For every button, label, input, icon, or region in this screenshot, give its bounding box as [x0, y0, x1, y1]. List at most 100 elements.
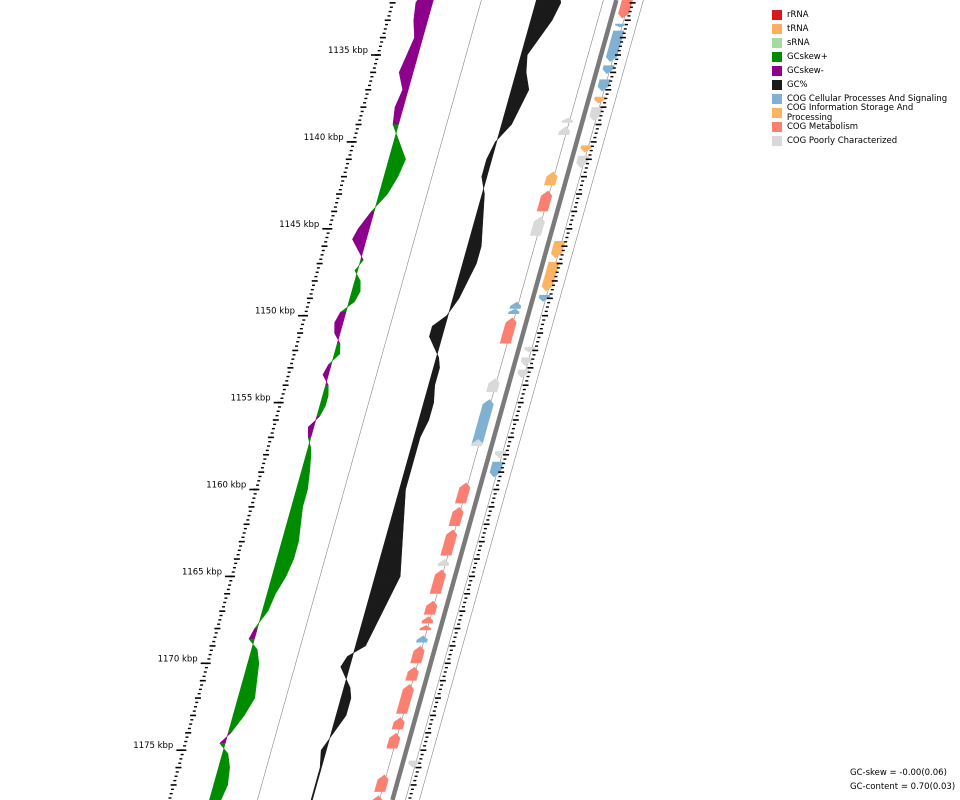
legend-item: sRNA [772, 36, 960, 50]
gc-skew-segment [291, 489, 308, 508]
gene-arrow [499, 317, 517, 344]
gc-skew-segment [304, 447, 312, 459]
legend-item: COG Metabolism [772, 120, 960, 134]
gene-arrow [605, 30, 625, 62]
gc-content-segment [486, 141, 497, 160]
gc-content-segment [379, 541, 403, 560]
legend-swatch [772, 66, 782, 76]
gc-skew-segment [213, 767, 230, 786]
legend-item: GC% [772, 78, 960, 92]
gene-arrow [594, 96, 606, 104]
gene-arrow [509, 301, 522, 309]
gene-arrow [614, 23, 627, 28]
legend-item: GCskew- [772, 64, 960, 78]
gc-skew-segment [392, 106, 404, 125]
gc-skew-segment [354, 259, 364, 271]
gc-content-segment [343, 676, 351, 688]
gene-arrow [396, 684, 414, 714]
gc-skew-segment [415, 0, 434, 4]
gc-skew-segment [398, 72, 414, 91]
legend-label: COG Metabolism [787, 122, 859, 132]
gene-arrow [536, 190, 553, 212]
gc-skew-segment [370, 193, 389, 212]
tick-label: 1155 kbp [231, 394, 271, 404]
gc-content-segment [340, 656, 353, 668]
gene-arrow [405, 666, 419, 681]
gc-skew-segment [316, 405, 326, 417]
gene-arrow [372, 795, 383, 800]
guide-line-2 [405, 0, 630, 800]
legend-label: tRNA [787, 24, 809, 34]
gc-skew-segment [406, 37, 424, 56]
gc-skew-segment [357, 211, 375, 230]
legend-label: GC% [787, 80, 808, 90]
gene-arrow [618, 0, 633, 19]
legend-item: COG Poorly Characterized [772, 134, 960, 148]
inner-ruler [408, 2, 636, 799]
gc-content-segment [364, 593, 392, 612]
gc-skew-segment [219, 742, 229, 754]
gc-content-segment [320, 732, 335, 751]
gc-content-segment [428, 336, 443, 348]
gene-arrow [454, 482, 471, 504]
gene-arrow [374, 774, 389, 792]
gc-skew-segment [388, 141, 406, 160]
gc-skew-segment [307, 416, 321, 428]
gc-content-segment [433, 357, 440, 369]
tick-label: 1145 kbp [279, 220, 319, 230]
gc-skew-segment [398, 54, 419, 73]
gc-skew-segment [218, 753, 230, 768]
gc-content-segment [340, 687, 352, 699]
gene-arrow [410, 645, 425, 664]
gc-skew-stat: GC-skew = -0.00(0.06) [850, 768, 947, 778]
gene-arrow [471, 399, 494, 445]
gc-skew-segment [334, 311, 347, 323]
legend-label: rRNA [787, 10, 809, 20]
gene-arrow [538, 294, 551, 302]
gc-content-track [310, 0, 562, 800]
legend-label: sRNA [787, 38, 810, 48]
gc-skew-segment [271, 558, 295, 577]
gc-skew-segment [354, 270, 361, 282]
tick-label: 1175 kbp [133, 741, 173, 751]
gc-skew-segment [378, 176, 399, 195]
gc-content-segment [429, 325, 446, 337]
gene-arrow [386, 732, 401, 749]
gc-content-segment [408, 437, 421, 455]
gc-skew-segment [232, 697, 256, 716]
legend-swatch [772, 24, 782, 34]
gene-arrow [486, 378, 500, 393]
gc-skew-segment [307, 426, 315, 438]
gene-arrow [408, 760, 420, 768]
backbone-line [390, 0, 619, 800]
legend-swatch [772, 122, 782, 132]
genome-backbone [390, 0, 619, 800]
gc-content-segment [355, 628, 375, 647]
gc-content-segment [374, 558, 402, 577]
gene-arrow [448, 506, 464, 526]
gene-arrow [544, 171, 558, 186]
legend-swatch [772, 94, 782, 104]
tick-label: 1170 kbp [158, 654, 198, 664]
gc-content-segment [389, 506, 405, 525]
gc-skew-segment [351, 280, 361, 292]
gene-arrow [440, 529, 458, 556]
outer-ruler [168, 2, 396, 799]
gc-skew-segment [242, 663, 260, 681]
gene-arrow [471, 439, 483, 447]
legend-swatch [772, 136, 782, 146]
gc-skew-segment [333, 343, 341, 355]
gc-skew-segment [266, 576, 287, 595]
legend-swatch [772, 52, 782, 62]
gc-content-segment [457, 263, 477, 282]
gc-content-segment [346, 645, 367, 657]
gc-content-segment [525, 19, 553, 38]
gc-content-segment [462, 245, 482, 264]
gc-skew-segment [383, 159, 406, 177]
legend-item: COG Information Storage And Processing [772, 103, 960, 123]
gc-content-segment [452, 280, 469, 299]
gc-content-segment [510, 72, 530, 91]
stats-panel: GC-skew = -0.00(0.06) GC-content = 0.70(… [850, 766, 955, 794]
gene-arrow [529, 216, 545, 236]
